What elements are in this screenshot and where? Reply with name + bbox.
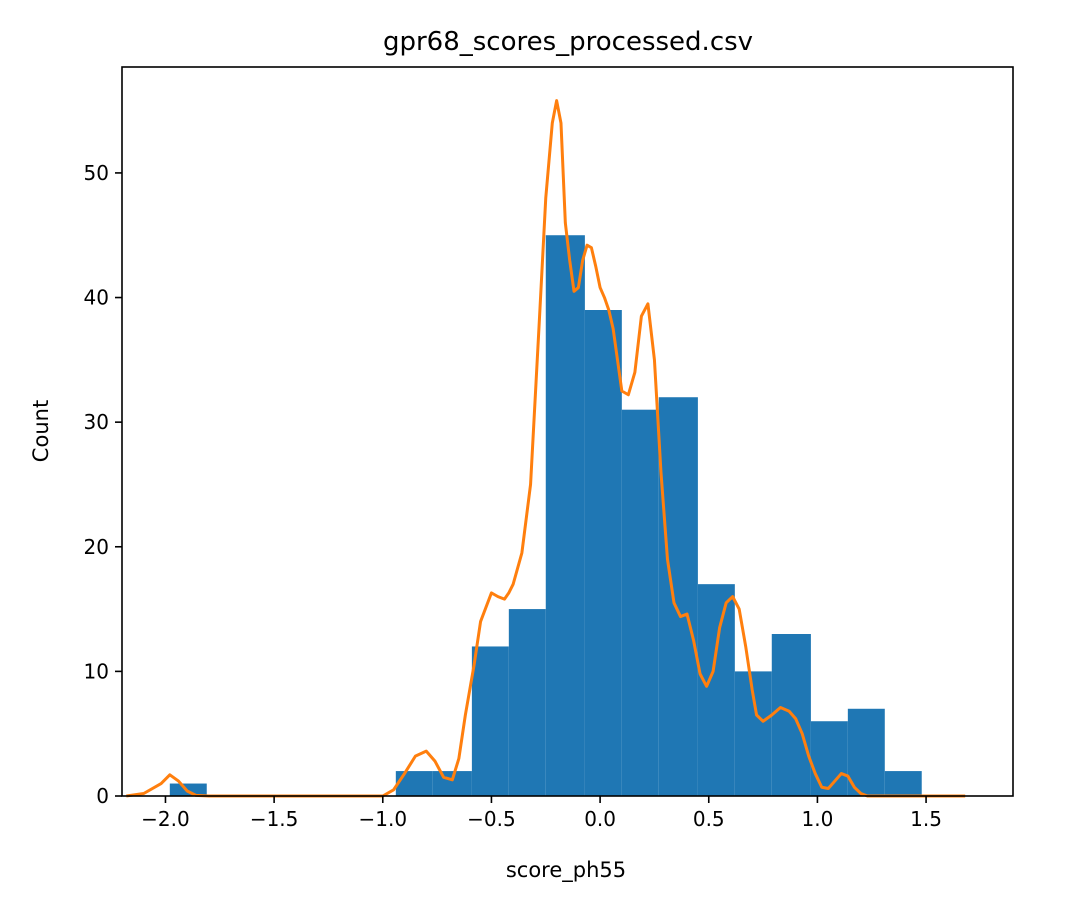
- chart-title: gpr68_scores_processed.csv: [383, 27, 753, 57]
- histogram-bar: [697, 584, 735, 796]
- histogram-bar: [471, 646, 509, 796]
- histogram-bar: [810, 721, 848, 796]
- x-axis-label: score_ph55: [506, 858, 626, 883]
- x-tick-label: −1.5: [250, 807, 299, 831]
- y-tick-label: 30: [84, 410, 109, 434]
- x-tick-label: −2.0: [141, 807, 190, 831]
- y-tick-label: 50: [84, 161, 109, 185]
- histogram-bar: [884, 771, 922, 796]
- histogram-bar: [508, 609, 546, 796]
- x-tick-label: 1.5: [910, 807, 942, 831]
- plot-frame: [121, 66, 1014, 797]
- x-tick-label: −1.0: [358, 807, 407, 831]
- y-tick-label: 0: [96, 784, 109, 808]
- kde-curve: [126, 99, 966, 798]
- histogram-bars: [169, 235, 922, 796]
- histogram-bar: [847, 708, 885, 796]
- histogram-bar: [169, 783, 207, 796]
- histogram-bar: [658, 397, 698, 796]
- x-tick-label: 0.0: [584, 807, 616, 831]
- x-tick-label: 0.5: [693, 807, 725, 831]
- histogram-bar: [545, 235, 585, 796]
- x-tick-label: 1.0: [802, 807, 834, 831]
- histogram-bar: [395, 771, 433, 796]
- histogram-bar: [621, 409, 659, 796]
- y-axis-ticks: 0 10 20 30 40 50: [84, 161, 122, 808]
- histogram-bar: [584, 310, 622, 796]
- x-axis-ticks: −2.0 −1.5 −1.0 −0.5 0.0 0.5 1.0 1.5: [141, 796, 942, 831]
- y-tick-label: 40: [84, 286, 109, 310]
- y-tick-label: 10: [84, 659, 109, 683]
- y-axis-label: Count: [29, 400, 53, 462]
- y-tick-label: 20: [84, 535, 109, 559]
- x-tick-label: −0.5: [467, 807, 516, 831]
